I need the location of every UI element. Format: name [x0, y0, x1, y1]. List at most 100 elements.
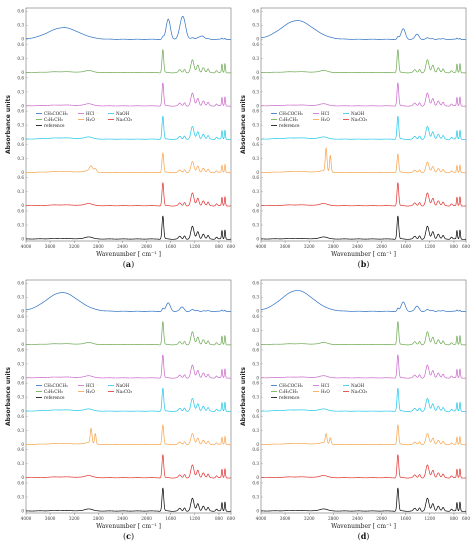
- panel-label: (b): [358, 259, 370, 269]
- legend-entry-Na2CO3: Na₂CO₃: [351, 117, 367, 122]
- legend-entry-HCl: HCl: [86, 383, 95, 388]
- y-tick-label: 0.6: [252, 109, 259, 114]
- y-tick-label: 0.3: [252, 89, 259, 94]
- y-tick-label: 0: [256, 309, 259, 314]
- x-tick-label: 2400: [352, 516, 363, 521]
- y-tick-label: 0.6: [252, 9, 259, 14]
- plot-frame: [25, 279, 232, 514]
- x-tick-label: 800: [450, 516, 458, 521]
- x-tick-label: 3600: [45, 244, 56, 249]
- y-tick-label: 0.3: [252, 361, 259, 366]
- panel-label: (a): [123, 259, 134, 269]
- y-tick-label: 0: [256, 409, 259, 414]
- x-tick-label: 2000: [141, 244, 152, 249]
- y-tick-label: 0: [256, 475, 259, 480]
- spectrum-line-HCl: [25, 82, 232, 107]
- y-tick-label: 0: [21, 103, 24, 108]
- legend-entry-CH3COCH3: CH₃COCH₃: [279, 111, 303, 116]
- x-tick-label: 800: [215, 244, 223, 249]
- spectrum-line-CH3COCH3: [25, 15, 232, 40]
- y-tick-label: 0.3: [252, 56, 259, 61]
- panel-label-open: (: [358, 260, 361, 269]
- y-tick-label: 0.6: [252, 42, 259, 47]
- spectrum-line-NaOH: [261, 115, 467, 140]
- y-tick-label: 0: [21, 170, 24, 175]
- plot-frame: [260, 7, 467, 242]
- panel-label-open: (: [358, 532, 361, 541]
- x-tick-label: 3600: [280, 244, 291, 249]
- y-tick-label: 0.3: [17, 461, 24, 466]
- y-tick-label: 0.6: [252, 314, 259, 319]
- panel-label-letter: d: [361, 531, 367, 541]
- legend-entry-Na2CO3: Na₂CO₃: [116, 117, 132, 122]
- y-tick-label: 0.3: [17, 189, 24, 194]
- x-tick-label: 1600: [165, 244, 176, 249]
- legend-entry-H2O: H₂O: [86, 389, 95, 394]
- x-tick-label: 600: [227, 244, 235, 249]
- legend-entry-H2O: H₂O: [321, 389, 330, 394]
- y-tick-label: 0: [21, 70, 24, 75]
- x-tick-label: 600: [462, 244, 470, 249]
- x-tick-label: 600: [462, 516, 470, 521]
- x-tick-label: 3600: [45, 516, 56, 521]
- legend-entry-Na2CO3: Na₂CO₃: [116, 389, 132, 394]
- y-tick-label: 0.3: [17, 56, 24, 61]
- x-tick-label: 2000: [141, 516, 152, 521]
- panel-label-letter: a: [126, 259, 131, 269]
- spectrum-line-H2O: [261, 424, 467, 446]
- y-tick-label: 0.3: [252, 395, 259, 400]
- x-tick-label: 4000: [256, 516, 267, 521]
- y-tick-label: 0.6: [252, 75, 259, 80]
- y-tick-label: 0.3: [17, 156, 24, 161]
- y-axis-label: Absorbance units: [240, 367, 247, 426]
- spectrum-line-NaOH: [26, 115, 232, 140]
- panel-label: (d): [358, 531, 370, 541]
- y-tick-label: 0.6: [252, 142, 259, 147]
- panel-label-close: ): [366, 260, 369, 269]
- legend-entry-NaOH: NaOH: [116, 111, 130, 116]
- y-tick-label: 0.3: [17, 89, 24, 94]
- y-tick-label: 0: [256, 375, 259, 380]
- y-tick-label: 0.6: [252, 381, 259, 386]
- spectrum-line-Na2CO3: [26, 182, 232, 207]
- x-tick-label: 2400: [352, 244, 363, 249]
- legend-entry-NaOH: NaOH: [116, 383, 130, 388]
- x-axis-label: Wavenumber [ cm⁻¹ ]: [331, 523, 396, 530]
- x-tick-label: 2800: [328, 244, 339, 249]
- spectrum-line-reference: [261, 215, 467, 240]
- y-tick-label: 0.6: [17, 75, 24, 80]
- x-tick-label: 4000: [256, 244, 267, 249]
- x-tick-label: 4000: [21, 516, 32, 521]
- legend-entry-H2O: H₂O: [86, 117, 95, 122]
- y-axis-label: Absorbance units: [5, 367, 12, 426]
- y-tick-label: 0.3: [17, 23, 24, 28]
- spectrum-line-CH3COCH3: [25, 292, 232, 312]
- y-tick-label: 0: [21, 409, 24, 414]
- y-tick-label: 0.3: [252, 494, 259, 499]
- y-tick-label: 0.6: [17, 42, 24, 47]
- spectrum-line-CH3COCH3: [260, 290, 467, 312]
- y-axis-label: Absorbance units: [240, 95, 247, 154]
- x-tick-label: 2800: [93, 516, 104, 521]
- y-tick-label: 0.3: [252, 156, 259, 161]
- y-tick-label: 0: [21, 508, 24, 513]
- panel-a: 4000 3600 3200 2800 2400 2000 1600 1200 800 600 Wa…: [5, 7, 235, 269]
- x-tick-label: 600: [227, 516, 235, 521]
- x-tick-label: 2800: [93, 244, 104, 249]
- y-tick-label: 0: [21, 309, 24, 314]
- y-tick-label: 0: [256, 203, 259, 208]
- spectrum-line-Na2CO3: [26, 454, 232, 479]
- y-tick-label: 0.6: [17, 447, 24, 452]
- legend-entry-C2H5CH3: C₂H₅CH₃: [279, 117, 298, 122]
- spectrum-line-NaOH: [261, 387, 467, 412]
- legend-entry-HCl: HCl: [321, 111, 330, 116]
- y-tick-label: 0.6: [17, 314, 24, 319]
- y-tick-label: 0.6: [252, 447, 259, 452]
- panel-label: (c): [123, 531, 134, 541]
- spectrum-line-Na2CO3: [261, 182, 467, 207]
- spectrum-line-C2H5CH3: [26, 49, 232, 74]
- panel-label-letter: b: [361, 259, 367, 269]
- legend-entry-Na2CO3: Na₂CO₃: [351, 389, 367, 394]
